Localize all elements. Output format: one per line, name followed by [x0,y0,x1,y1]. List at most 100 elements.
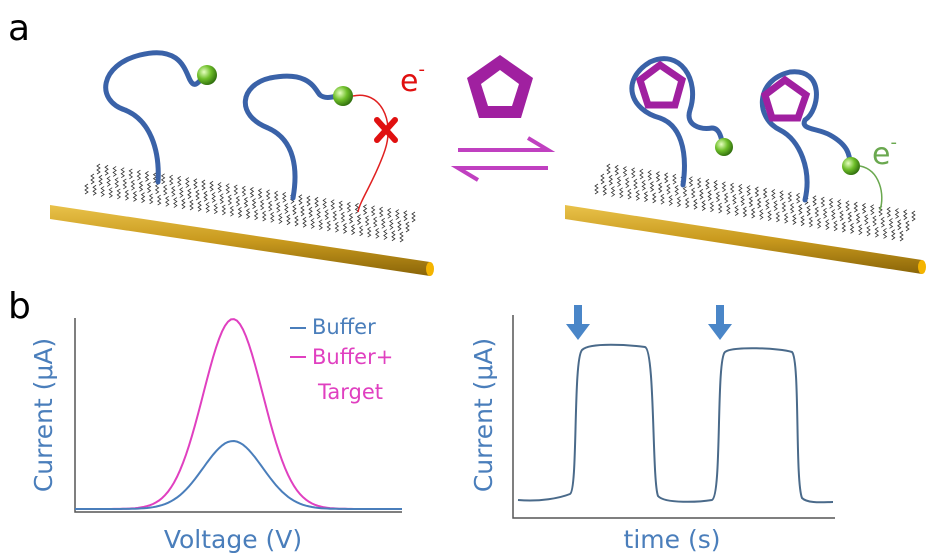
alkyl-chain [665,173,668,183]
alkyl-chain [170,175,173,185]
alkyl-chain [253,199,256,209]
alkyl-chain [180,188,183,198]
panel-label: a [8,8,30,49]
alkyl-chain [178,176,181,186]
electrode-end [426,262,434,276]
alkyl-chain [301,206,304,216]
alkyl-chain [188,189,191,199]
alkyl-chain [659,183,662,193]
y-axis-label: Current (μA) [29,338,58,492]
alkyl-chain [764,188,767,198]
alkyl-chain [710,202,713,212]
alkyl-chain [396,210,399,220]
alkyl-chain [772,189,775,199]
alkyl-chain [388,208,391,218]
alkyl-chain [873,216,876,226]
alkyl-chain [686,198,689,208]
alkyl-chain [851,223,854,233]
alkyl-chain [815,207,818,217]
alkyl-chain [640,169,643,179]
alkyl-chain [123,179,126,189]
alkyl-chain [887,207,890,217]
alkyl-chain [358,215,361,225]
alkyl-chain [838,200,841,210]
alkyl-chain [766,199,769,209]
alkyl-chain [323,198,326,208]
alkyl-chain [834,221,837,231]
alkyl-chain [99,175,102,185]
axes [513,315,835,518]
alkyl-chain [115,178,118,188]
alkyl-chain [404,211,407,221]
alkyl-chain [774,201,777,211]
alkyl-chain [826,220,829,230]
alkyl-chain [731,183,734,193]
alkyl-chain [722,182,725,192]
figure: e- e- a b Buffer Buffer+ Target Current … [0,0,930,556]
alkyl-chain [689,177,692,187]
alkyl-chain [210,181,213,191]
alkyl-chain [782,202,785,212]
alkyl-chain [896,208,899,218]
alkyl-chain [648,170,651,180]
alkyl-chain [791,203,794,213]
alkyl-chain [156,184,159,194]
alkyl-chain [285,204,288,214]
alkyl-chain [912,211,915,221]
alkyl-chain [366,216,369,226]
redox-reporter [333,86,353,106]
alkyl-chain [871,205,874,215]
alkyl-chain [900,231,903,241]
alkyl-chain [617,177,620,187]
alkyl-chain [222,205,225,215]
alkyl-chain [133,191,136,201]
alkyl-chain [121,168,124,178]
alkyl-chain [347,202,350,212]
alkyl-chain [747,186,750,196]
current-trace [518,345,833,503]
alkyl-chain [673,174,676,184]
alkyl-chain [311,218,314,228]
alkyl-chain [813,196,816,206]
alkyl-chain [158,195,161,205]
alkyl-chain [162,174,165,184]
alkyl-chain [830,198,833,208]
alkyl-chain [113,166,116,176]
alkyl-chain [299,195,302,205]
x-axis-label: Voltage (V) [164,525,302,554]
alkyl-chain [85,184,88,194]
alkyl-chain [632,168,635,178]
alkyl-chain [669,195,672,205]
alkyl-chain [702,201,705,211]
alkyl-chain [607,164,610,174]
alkyl-chain [242,186,245,196]
alkyl-chain [97,164,100,174]
electron-label: e- [872,132,897,172]
alkyl-chain [339,201,342,211]
alkyl-chain [406,222,409,232]
alkyl-chain [824,208,827,218]
alkyl-chain [293,205,296,215]
alkyl-chain [107,176,110,186]
electron-label: e- [400,59,425,99]
alkyl-chain [139,181,142,191]
alkyl-chain [148,183,151,193]
alkyl-chain [785,213,788,223]
bound-target [640,65,682,105]
alkyl-chain [677,197,680,207]
alkyl-chain [752,208,755,218]
alkyl-chain [609,175,612,185]
alkyl-chain [667,184,670,194]
panel-label: b [8,286,31,327]
alkyl-chain [644,192,647,202]
alkyl-chain [244,197,247,207]
alkyl-chain [236,196,239,206]
alkyl-chain [174,198,177,208]
alkyl-chain [166,196,169,206]
alkyl-chain [382,218,385,228]
alkyl-chain [214,204,217,214]
alkyl-chain [283,192,286,202]
alkyl-chain [190,200,193,210]
alkyl-chain [700,189,703,199]
alkyl-chain [863,203,866,213]
